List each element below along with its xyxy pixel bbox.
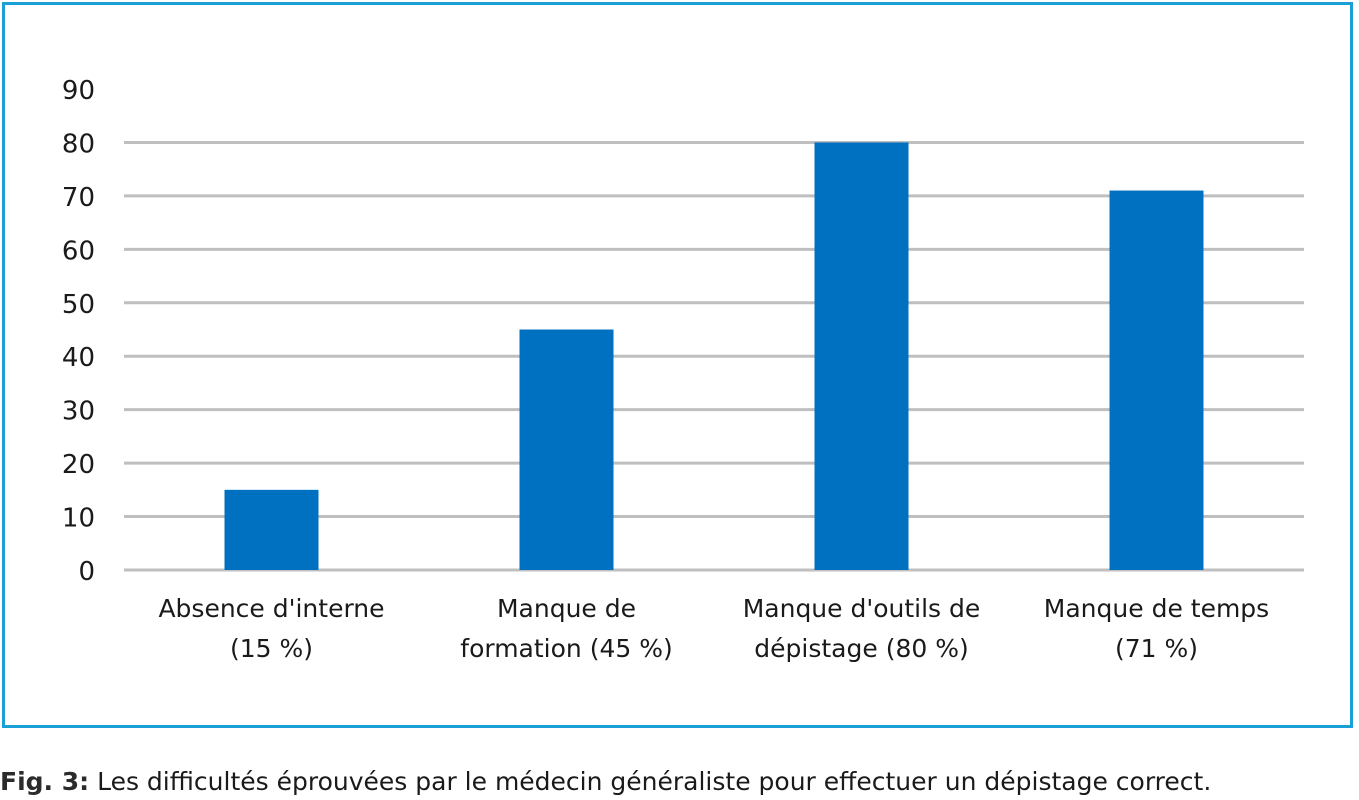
y-tick-label: 10 — [62, 504, 95, 534]
bar — [519, 329, 614, 570]
y-axis-ticks: 0 10 20 30 40 50 60 70 80 90 — [62, 76, 95, 587]
bar — [814, 142, 909, 570]
y-tick-label: 70 — [62, 183, 95, 213]
bar-chart: 0 10 20 30 40 50 60 70 80 90 Absence d'interne (15… — [62, 76, 1304, 663]
y-tick-label: 90 — [62, 76, 95, 106]
x-tick-label: (15 %) — [230, 634, 313, 663]
bar — [224, 489, 319, 570]
gridlines — [124, 140, 1304, 572]
x-tick-label: formation (45 %) — [460, 634, 672, 663]
caption-separator: : — [79, 767, 90, 796]
y-tick-label: 0 — [78, 557, 95, 587]
caption-prefix: Fig. 3 — [0, 767, 80, 796]
caption-text: Les difficultés éprouvées par le médecin… — [89, 767, 1212, 796]
bar — [1109, 190, 1204, 571]
y-tick-label: 50 — [62, 290, 95, 320]
x-axis-labels: Absence d'interne (15 %) Manque de formatio… — [158, 594, 1269, 663]
x-tick-label: Manque de temps — [1044, 594, 1269, 623]
y-tick-label: 20 — [62, 450, 95, 480]
x-tick-label: Manque de — [497, 594, 636, 623]
x-tick-label: Manque d'outils de — [743, 594, 981, 623]
x-tick-label: Absence d'interne — [158, 594, 384, 623]
bars — [224, 142, 1204, 571]
y-tick-label: 60 — [62, 236, 95, 266]
figure-caption: Fig. 3: Les difficultés éprouvées par le… — [0, 765, 1359, 799]
y-tick-label: 80 — [62, 129, 95, 159]
y-tick-label: 40 — [62, 343, 95, 373]
x-tick-label: (71 %) — [1115, 634, 1198, 663]
y-tick-label: 30 — [62, 397, 95, 427]
x-tick-label: dépistage (80 %) — [754, 634, 968, 663]
